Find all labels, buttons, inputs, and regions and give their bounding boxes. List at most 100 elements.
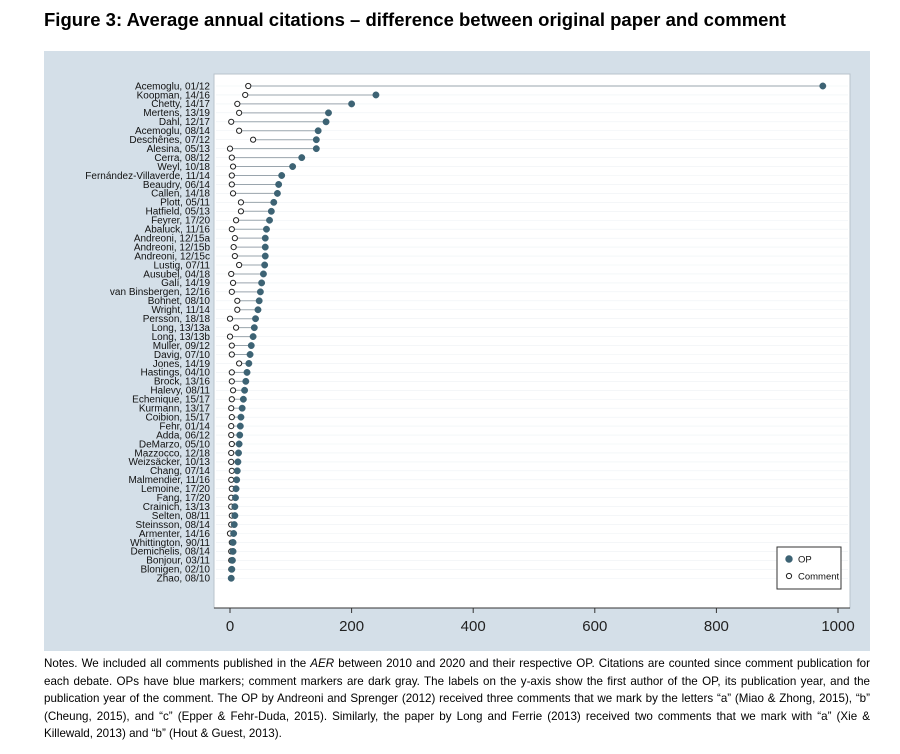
op-marker: [228, 565, 236, 573]
y-category-label: Lustig, 07/11: [153, 260, 210, 271]
comment-marker: [234, 306, 241, 313]
notes-journal: AER: [310, 657, 335, 670]
comment-marker: [228, 154, 235, 161]
y-category-label: Fehr, 01/14: [159, 421, 210, 432]
op-marker: [298, 154, 306, 162]
comment-marker: [228, 423, 235, 430]
y-category-label: Whittington, 90/11: [130, 538, 210, 549]
comment-marker: [228, 378, 235, 385]
op-marker: [289, 163, 297, 171]
y-category-label: Wright, 11/14: [151, 305, 210, 316]
op-marker: [229, 539, 237, 546]
comment-marker: [228, 342, 235, 349]
y-category-label: Acemoglu, 08/14: [135, 126, 210, 137]
op-marker: [259, 270, 267, 278]
comment-marker: [231, 252, 238, 260]
op-marker: [256, 288, 264, 296]
legend-op-label: OP: [798, 555, 812, 566]
comment-marker: [228, 458, 235, 465]
y-category-label: Bohnet, 08/10: [148, 296, 211, 307]
y-category-label: Deschênes, 07/12: [129, 135, 210, 146]
y-category-label: Zhao, 08/10: [157, 574, 211, 585]
y-category-label: Chetty, 14/17: [151, 99, 210, 110]
comment-marker: [236, 261, 243, 269]
legend-comment-label: Comment: [798, 572, 840, 583]
y-category-label: Crainich, 13/13: [143, 502, 211, 513]
comment-marker: [236, 127, 243, 134]
comment-marker: [229, 387, 237, 394]
y-category-label: Malmendier, 11/16: [128, 475, 210, 486]
y-category-label: Mazzocco, 12/18: [134, 448, 210, 459]
comment-marker: [234, 100, 241, 108]
x-tick-label: 600: [582, 618, 607, 635]
chart: 0 200 400 600 800 1000 Acemoglu, 01/12Koopman,…: [85, 73, 855, 635]
y-category-label: Adda, 06/12: [156, 430, 210, 441]
op-marker: [228, 556, 236, 564]
comment-marker: [226, 315, 234, 322]
comment-marker: [237, 208, 245, 215]
y-category-label: Fernández-Villaverde, 11/14: [85, 171, 210, 182]
op-marker: [252, 315, 259, 323]
x-tick-label: 1000: [821, 618, 854, 635]
legend-op-marker: [785, 555, 793, 563]
x-tick-label: 200: [339, 618, 364, 635]
comment-marker: [228, 476, 235, 483]
comment-marker: [228, 467, 235, 474]
op-marker: [234, 458, 242, 466]
comment-marker: [228, 226, 235, 233]
notes-part1: Notes. We included all comments publishe…: [44, 657, 311, 670]
comment-marker: [228, 351, 235, 358]
op-marker: [273, 189, 281, 197]
op-marker: [231, 512, 239, 520]
op-marker: [245, 360, 253, 367]
y-category-label: van Binsbergen, 12/16: [110, 287, 211, 298]
op-marker: [247, 342, 255, 349]
op-marker: [232, 485, 240, 493]
y-category-label: Bonjour, 03/11: [146, 556, 210, 567]
op-marker: [325, 109, 332, 117]
op-marker: [266, 216, 273, 224]
comment-marker: [232, 324, 240, 331]
comment-marker: [236, 360, 243, 367]
comment-marker: [231, 235, 238, 242]
x-tick-label: 0: [226, 618, 234, 635]
chart-panel: 0 200 400 600 800 1000 Acemoglu, 01/12 Koopman,…: [44, 51, 870, 651]
comment-marker: [229, 190, 237, 197]
y-category-label: Lemoine, 17/20: [141, 484, 210, 495]
y-category-label: Fang, 17/20: [157, 493, 211, 504]
comment-marker: [230, 244, 237, 251]
y-category-label: Galí, 14/19: [161, 278, 210, 289]
comment-marker: [237, 199, 245, 206]
y-category-label: Callen, 14/18: [151, 189, 210, 200]
comment-marker: [228, 431, 235, 439]
comment-marker: [234, 297, 241, 304]
comment-marker: [226, 145, 234, 152]
y-category-label: Persson, 18/18: [143, 314, 211, 325]
y-category-label: Weizsäcker, 10/13: [128, 457, 210, 468]
x-tick-label: 800: [704, 618, 729, 635]
comment-marker: [250, 136, 257, 143]
y-category-label: Davig, 07/10: [154, 350, 211, 361]
comment-marker: [228, 181, 235, 188]
op-marker: [322, 118, 330, 126]
op-marker: [236, 431, 244, 439]
y-category-label: Echenique, 15/17: [132, 395, 210, 406]
op-marker: [230, 530, 238, 537]
op-marker: [250, 324, 258, 332]
y-category-label: Ausubel, 04/18: [143, 269, 210, 280]
op-marker: [229, 547, 237, 555]
y-category-label: Blonigen, 02/10: [140, 565, 210, 576]
op-marker: [227, 574, 235, 582]
op-marker: [261, 234, 269, 242]
y-category-label: Kurmann, 13/17: [139, 404, 211, 415]
y-category-label: Long, 13/13a: [152, 323, 211, 334]
y-category-label: Dahl, 12/17: [159, 117, 211, 128]
plot-area: [213, 73, 851, 609]
comment-marker: [228, 405, 235, 412]
y-category-label: Steinsson, 08/14: [136, 520, 211, 531]
y-category-label: Weyl, 10/18: [157, 162, 210, 173]
y-category-label: Mertens, 13/19: [143, 108, 210, 119]
y-category-label: Demichelis, 08/14: [131, 547, 211, 558]
comment-marker: [228, 270, 235, 278]
op-marker: [242, 377, 250, 385]
